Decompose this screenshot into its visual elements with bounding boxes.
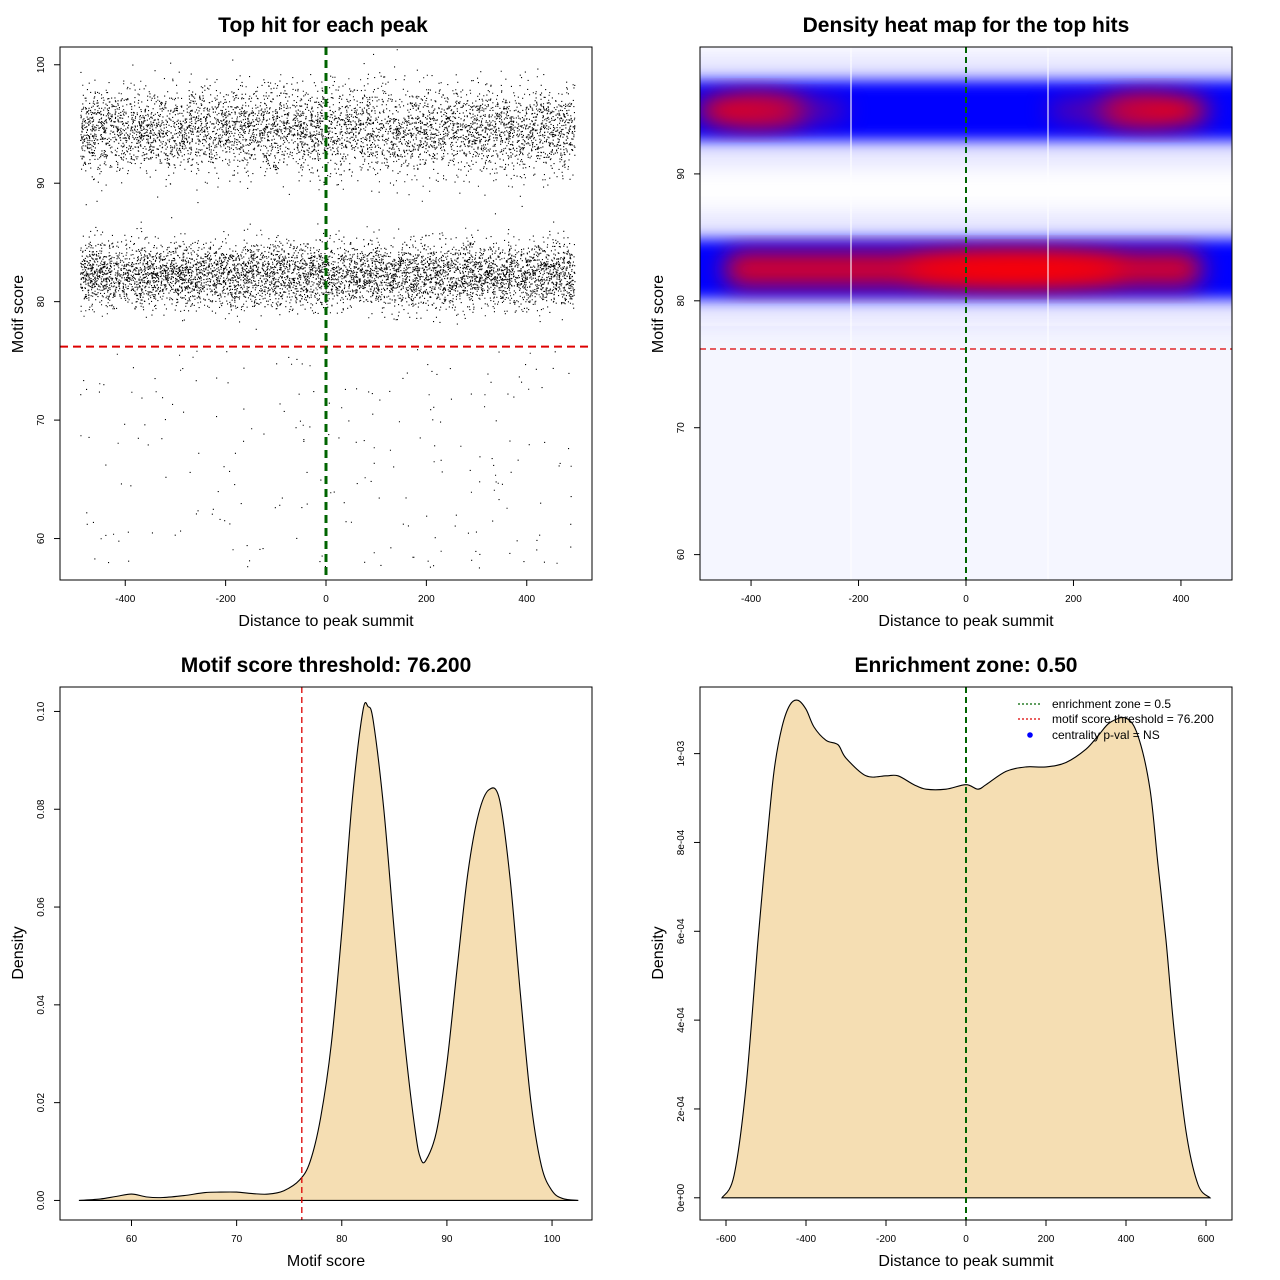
heatmap-y-label: Motif score	[650, 275, 667, 353]
scatter-panel: Top hit for each peak -400 -200 0 200 400 60…	[10, 14, 593, 630]
heatmap-x-tick-label: -200	[849, 594, 869, 605]
score-density-x-tick-label: 100	[544, 1234, 561, 1245]
distance-density-y-tick-label: 1e-03	[676, 740, 687, 766]
distance-density-panel: Enrichment zone: 0.50 -600 -400 -200 0 200 40…	[650, 654, 1233, 1270]
heatmap-x-tick-label: 200	[1065, 594, 1082, 605]
score-density-x-tick-label: 90	[441, 1234, 453, 1245]
heatmap-reference-lines	[700, 47, 1232, 580]
heatmap-x-tick-label: -400	[741, 594, 761, 605]
score-density-y-tick-label: 0.06	[36, 897, 47, 917]
legend-centrality-label: centrality p-val = NS	[1052, 728, 1160, 742]
heatmap-y-tick-label: 80	[676, 295, 687, 307]
score-density-y-tick-label: 0.04	[36, 995, 47, 1015]
scatter-reference-lines	[60, 47, 592, 580]
scatter-x-tick-label: 400	[518, 594, 535, 605]
heatmap-y-tick-label: 70	[676, 422, 687, 434]
scatter-title: Top hit for each peak	[218, 14, 428, 37]
distance-density-x-label: Distance to peak summit	[878, 1253, 1054, 1270]
legend-centrality-dot	[1027, 732, 1033, 738]
scatter-x-tick-label: -200	[216, 594, 236, 605]
score-density-panel: Motif score threshold: 76.200 60 70 80 90 10…	[10, 654, 593, 1270]
score-density-x-label: Motif score	[287, 1253, 365, 1270]
distance-density-x-axis: -600 -400 -200 0 200 400 600	[716, 1220, 1215, 1245]
scatter-y-axis: 60 70 80 90 100	[36, 56, 60, 544]
score-density-y-label: Density	[10, 926, 27, 979]
distance-density-y-tick-label: 4e-04	[676, 1007, 687, 1033]
distance-density-x-tick-label: -600	[716, 1234, 736, 1245]
score-density-y-tick-label: 0.02	[36, 1092, 47, 1112]
heatmap-x-tick-label: 0	[963, 594, 969, 605]
score-density-y-tick-label: 0.00	[36, 1190, 47, 1210]
score-density-x-tick-label: 80	[336, 1234, 348, 1245]
heatmap-y-tick-label: 90	[676, 168, 687, 180]
distance-density-x-tick-label: -200	[876, 1234, 896, 1245]
heatmap-x-tick-label: 400	[1173, 594, 1190, 605]
scatter-x-tick-label: -400	[115, 594, 135, 605]
legend-threshold-label: motif score threshold = 76.200	[1052, 712, 1214, 726]
score-density-area	[78, 702, 579, 1201]
distance-density-y-label: Density	[650, 926, 667, 979]
distance-density-y-axis: 0e+00 2e-04 4e-04 6e-04 8e-04 1e-03	[676, 740, 700, 1212]
scatter-y-label: Motif score	[10, 275, 27, 353]
scatter-y-tick-label: 60	[36, 533, 47, 545]
score-density-y-tick-label: 0.10	[36, 701, 47, 721]
scatter-y-tick-label: 90	[36, 177, 47, 189]
distance-density-title: Enrichment zone: 0.50	[855, 654, 1078, 677]
score-density-y-tick-label: 0.08	[36, 799, 47, 819]
distance-density-y-tick-label: 6e-04	[676, 918, 687, 944]
score-density-plot-frame	[59, 686, 593, 1221]
score-density-x-tick-label: 60	[126, 1234, 138, 1245]
heatmap-x-axis: -400 -200 0 200 400	[741, 580, 1190, 605]
distance-density-x-tick-label: 400	[1118, 1234, 1135, 1245]
heatmap-x-label: Distance to peak summit	[878, 613, 1054, 630]
distance-density-y-tick-label: 8e-04	[676, 829, 687, 855]
scatter-x-tick-label: 0	[323, 594, 329, 605]
distance-density-x-tick-label: 0	[963, 1234, 969, 1245]
distance-density-x-tick-label: 600	[1198, 1234, 1215, 1245]
scatter-x-tick-label: 200	[418, 594, 435, 605]
distance-density-x-tick-label: 200	[1038, 1234, 1055, 1245]
distance-density-x-tick-label: -400	[796, 1234, 816, 1245]
heatmap-y-axis: 60 70 80 90	[676, 168, 700, 560]
scatter-y-tick-label: 70	[36, 414, 47, 426]
score-density-y-axis: 0.00 0.02 0.04 0.06 0.08 0.10	[36, 701, 60, 1210]
score-density-x-tick-label: 70	[231, 1234, 243, 1245]
scatter-y-tick-label: 80	[36, 296, 47, 308]
heatmap-y-tick-label: 60	[676, 549, 687, 561]
scatter-y-tick-label: 100	[36, 56, 47, 73]
scatter-x-axis: -400 -200 0 200 400	[115, 580, 536, 605]
legend-enrichment-zone-label: enrichment zone = 0.5	[1052, 697, 1171, 711]
score-density-x-axis: 60 70 80 90 100	[126, 1220, 561, 1245]
heatmap-density-cells	[700, 55, 1232, 580]
score-density-title: Motif score threshold: 76.200	[181, 654, 472, 677]
distance-density-y-tick-label: 2e-04	[676, 1096, 687, 1122]
heatmap-warm-spot	[728, 97, 849, 124]
heatmap-hot-spot	[904, 254, 1125, 285]
scatter-x-label: Distance to peak summit	[238, 613, 414, 630]
heatmap-panel: Density heat map for the top hits -400 -2…	[650, 14, 1233, 630]
heatmap-title: Density heat map for the top hits	[803, 14, 1130, 37]
distance-density-y-tick-label: 0e+00	[676, 1183, 687, 1212]
distance-density-legend: enrichment zone = 0.5 motif score thresh…	[1018, 697, 1214, 742]
heatmap-warm-spot	[1045, 97, 1166, 124]
